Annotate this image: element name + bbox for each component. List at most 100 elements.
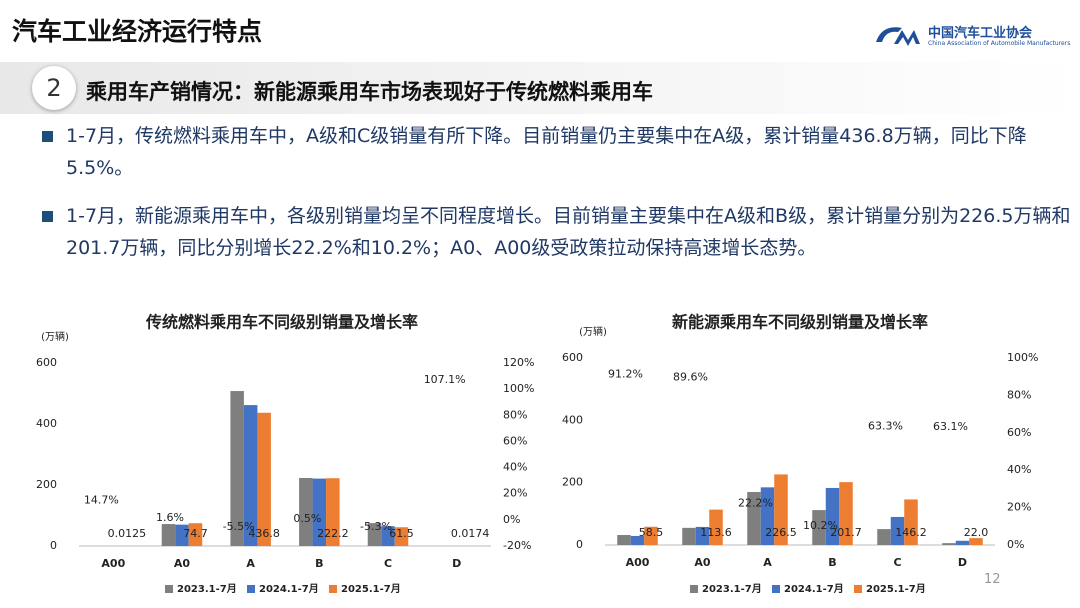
bar: [942, 543, 956, 545]
growth-label: 107.1%: [424, 373, 466, 386]
y-tick-label: 400: [562, 413, 583, 426]
logo: [876, 27, 920, 46]
y2-tick-label: 100%: [503, 382, 534, 395]
growth-label: 63.1%: [933, 420, 968, 433]
chart-title: 传统燃料乘用车不同级别销量及增长率: [145, 313, 418, 332]
x-tick-label: A00: [101, 557, 125, 570]
bar: [381, 526, 395, 546]
bar: [825, 487, 840, 545]
bar: [955, 540, 970, 545]
data-label: 61.5: [389, 527, 414, 540]
growth-label: 14.7%: [84, 494, 119, 507]
legend-label: 2024.1-7月: [259, 583, 319, 595]
x-tick-label: B: [315, 557, 323, 570]
y2-tick-label: 60%: [1007, 426, 1031, 439]
y-tick-label: 200: [36, 478, 57, 491]
bar: [904, 499, 918, 545]
data-label: 222.2: [317, 527, 349, 540]
y2-tick-label: 40%: [503, 461, 527, 474]
y2-tick-label: 40%: [1007, 463, 1031, 476]
x-tick-label: D: [958, 556, 967, 569]
data-label: 201.7: [830, 526, 862, 539]
growth-label: -5.5%: [223, 520, 255, 533]
data-label: 0.0174: [451, 527, 490, 540]
legend-label: 2025.1-7月: [866, 583, 926, 595]
bar: [644, 526, 658, 545]
org-name-en: China Association of Automobile Manufact…: [928, 40, 1071, 47]
org-name: 中国汽车工业协会: [928, 26, 1033, 41]
legend-label: 2023.1-7月: [702, 583, 762, 595]
x-tick-label: A0: [694, 556, 711, 569]
chart-title: 新能源乘用车不同级别销量及增长率: [672, 313, 928, 332]
bar: [299, 477, 313, 546]
bullet: 1-7月，新能源乘用车中，各级别销量均呈不同程度增长。目前销量主要集中在A级和B…: [42, 200, 1076, 264]
bar: [175, 524, 189, 546]
bar: [839, 482, 853, 545]
bar: [161, 524, 176, 546]
bar: [326, 478, 340, 546]
growth-label: -5.3%: [360, 520, 392, 533]
x-tick-label: A: [763, 556, 772, 569]
x-tick-label: A: [246, 557, 255, 570]
section-band: [0, 62, 1080, 114]
bar: [394, 527, 409, 546]
bar: [630, 535, 645, 545]
y2-tick-label: 0%: [503, 513, 520, 526]
y2-tick-label: 120%: [503, 356, 534, 369]
data-label: 22.0: [964, 526, 989, 539]
legend-swatch: [772, 585, 780, 593]
data-label: 0.0125: [108, 527, 147, 540]
bar: [760, 487, 775, 545]
growth-label: 89.6%: [673, 370, 708, 383]
page-number: 12: [984, 572, 1001, 587]
growth-label: 1.6%: [156, 511, 184, 524]
legend-swatch: [247, 585, 255, 593]
data-label: 436.8: [248, 527, 280, 540]
y2-tick-label: 0%: [1007, 538, 1024, 551]
bar: [243, 405, 258, 546]
y-axis-label: (万辆): [579, 325, 607, 338]
legend-label: 2025.1-7月: [341, 583, 401, 595]
y-tick-label: 400: [36, 417, 57, 430]
bar: [312, 478, 327, 546]
x-tick-label: D: [452, 557, 461, 570]
legend-swatch: [329, 585, 337, 593]
bar: [890, 516, 905, 545]
bar: [367, 523, 382, 546]
charts: 传统燃料乘用车不同级别销量及增长率 (万辆) 0 200 400 600 -20% 0% 20%…: [36, 313, 1038, 596]
y-tick-label: 600: [562, 351, 583, 364]
bar: [695, 526, 710, 545]
growth-label: 10.2%: [803, 519, 838, 532]
bar: [682, 527, 696, 545]
bar: [230, 391, 244, 546]
data-label: 113.6: [700, 526, 732, 539]
bar: [774, 474, 788, 545]
y-tick-label: 0: [576, 538, 583, 551]
growth-label: 22.2%: [738, 496, 773, 509]
data-label: 58.5: [639, 526, 664, 539]
section-title: 乘用车产销情况：新能源乘用车市场表现好于传统燃料乘用车: [86, 80, 653, 104]
section-number: 2: [32, 66, 76, 110]
legend-label: 2023.1-7月: [177, 583, 237, 595]
y-tick-label: 0: [50, 539, 57, 552]
x-tick-label: C: [384, 557, 392, 570]
y2-tick-label: 60%: [503, 434, 527, 447]
growth-label: 0.5%: [293, 512, 321, 525]
bar: [877, 529, 891, 545]
x-tick-label: C: [893, 556, 901, 569]
y2-tick-label: 100%: [1007, 351, 1038, 364]
data-label: 226.5: [765, 526, 797, 539]
slide-title: 汽车工业经济运行特点: [12, 17, 263, 46]
data-label: 74.7: [183, 527, 208, 540]
growth-label: 63.3%: [868, 420, 903, 433]
y-tick-label: 600: [36, 356, 57, 369]
y-tick-label: 200: [562, 476, 583, 489]
x-tick-label: B: [828, 556, 836, 569]
y-axis-label: (万辆): [41, 330, 69, 343]
data-label: 146.2: [895, 526, 927, 539]
legend-swatch: [854, 585, 862, 593]
bar: [617, 535, 631, 545]
y2-tick-label: 20%: [503, 487, 527, 500]
bar: [188, 523, 203, 546]
